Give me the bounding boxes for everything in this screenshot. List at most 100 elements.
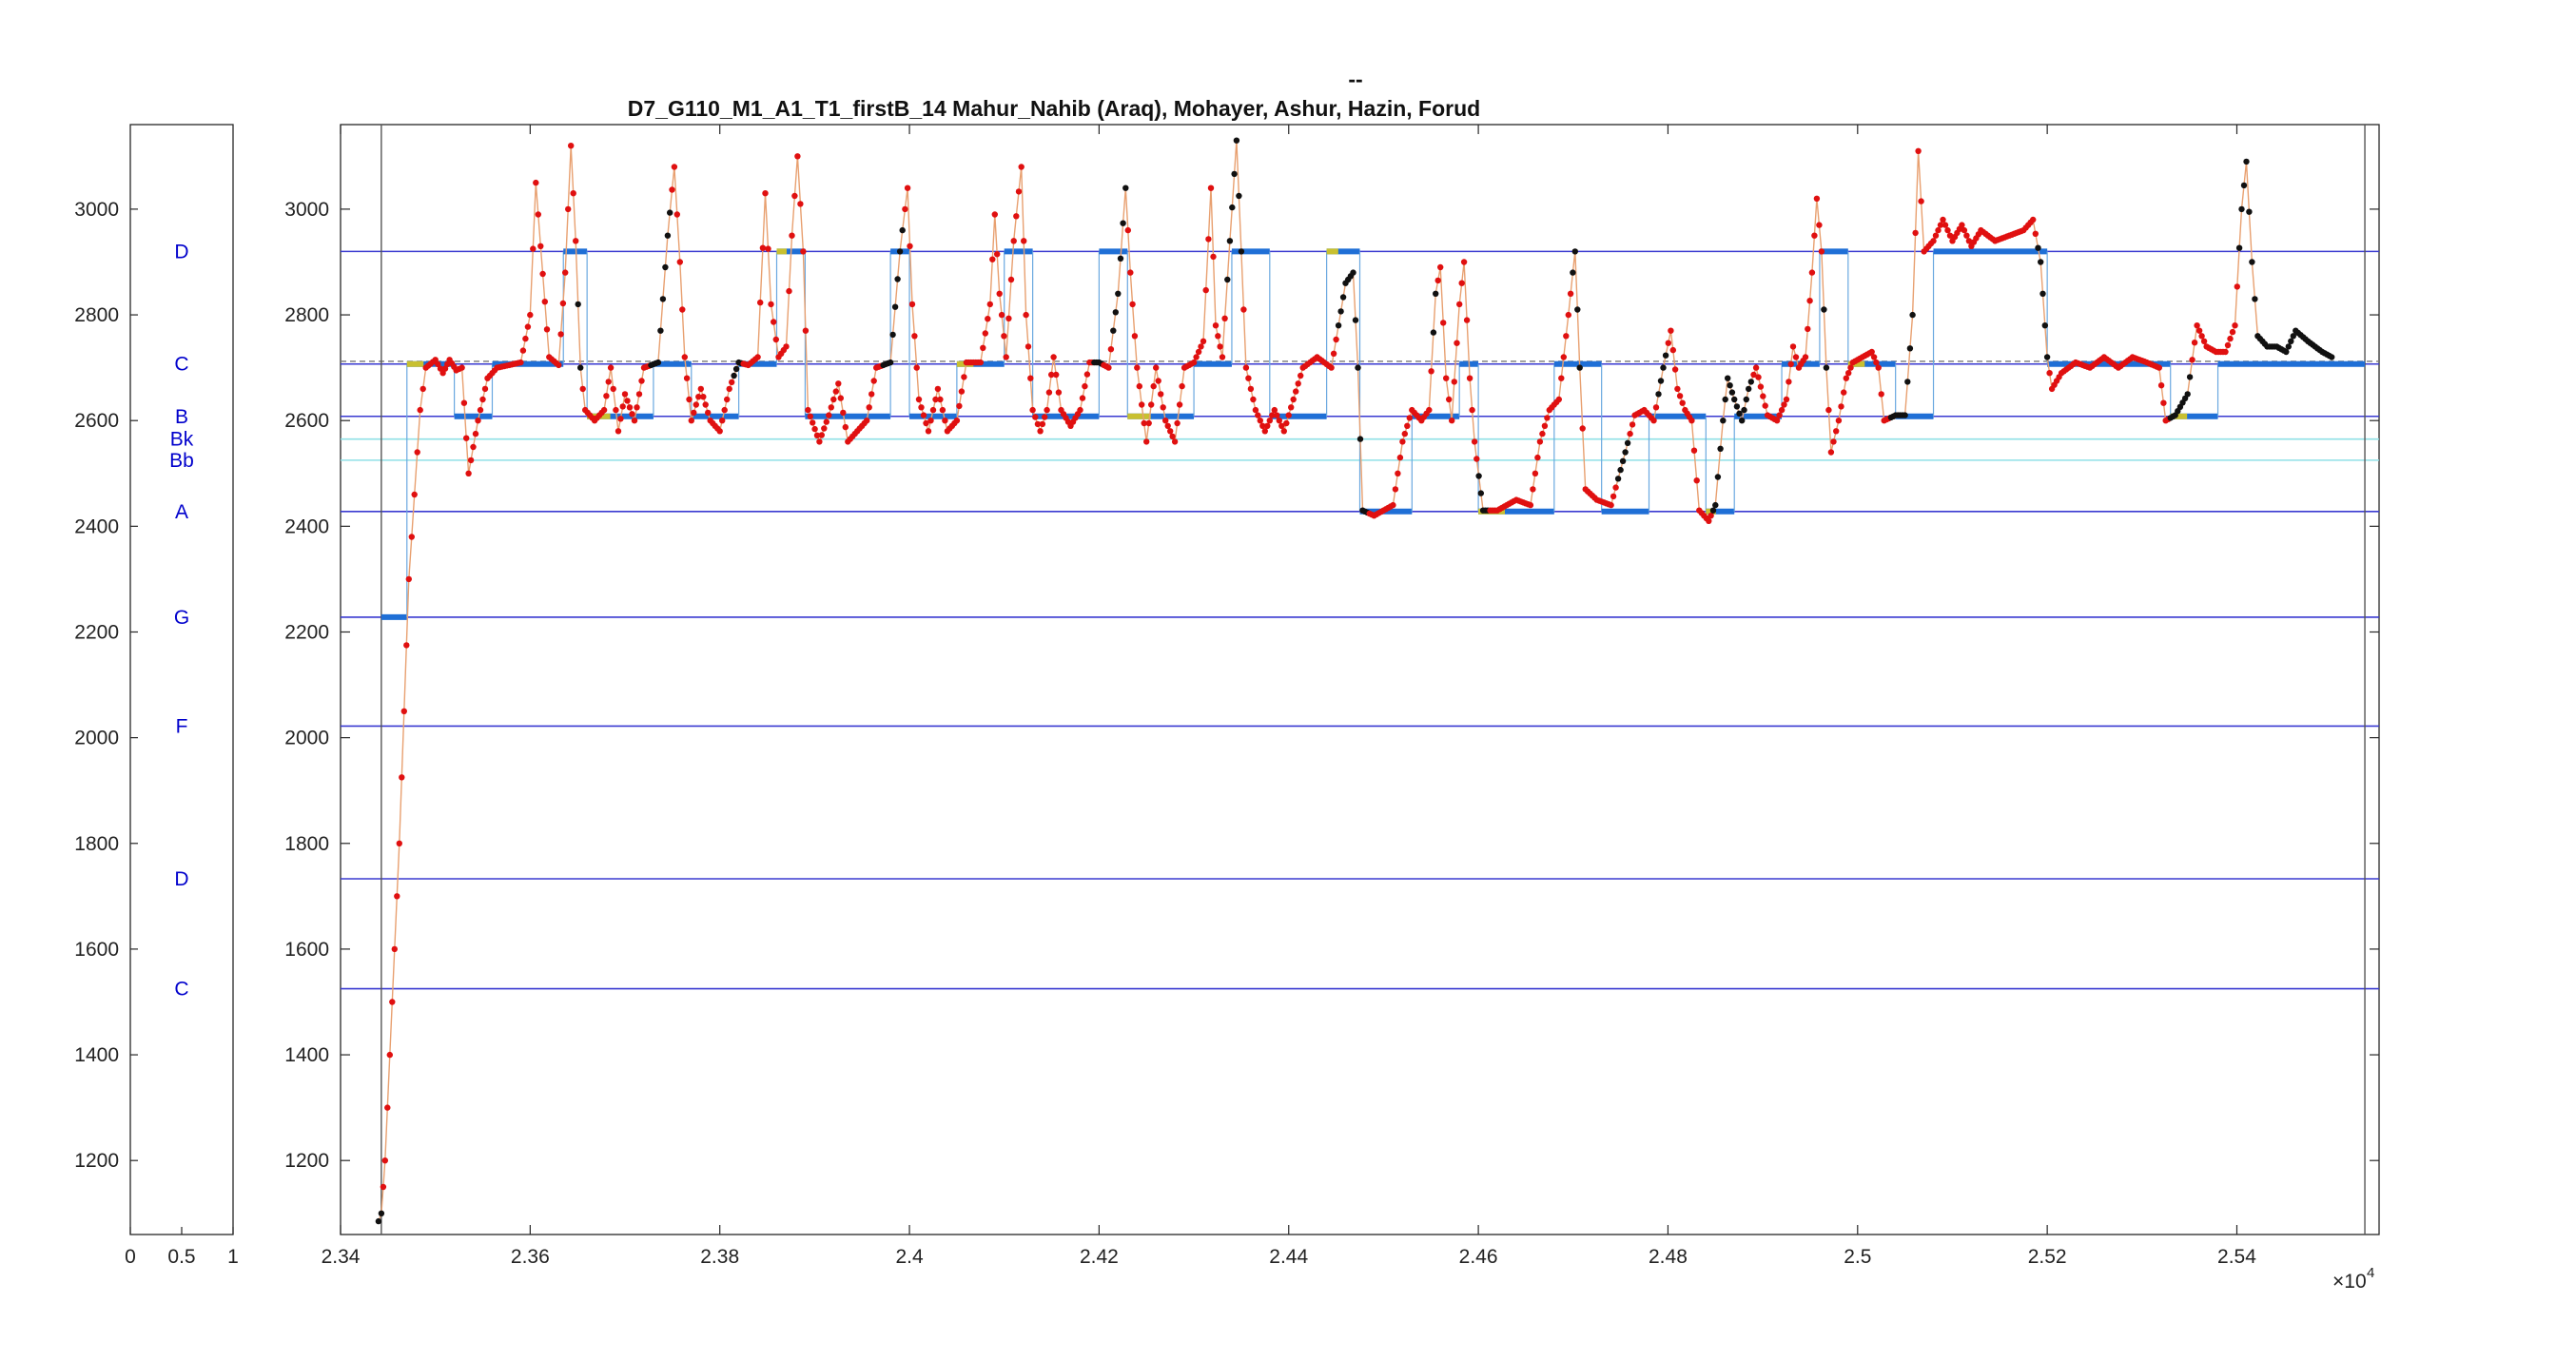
pitch-point — [1005, 315, 1012, 321]
pitch-point — [1868, 348, 1875, 356]
pitch-point — [920, 412, 927, 418]
pitch-point — [1145, 419, 1152, 427]
pitch-point — [2046, 370, 2053, 377]
pitch-point — [794, 153, 801, 160]
pitch-point — [1255, 412, 1261, 418]
pitch-point — [1454, 340, 1460, 346]
pitch-point — [1821, 306, 1827, 313]
pitch-point — [913, 364, 920, 371]
pitch-point — [460, 399, 468, 406]
x-tick-label: 2.36 — [511, 1246, 550, 1268]
pitch-point — [1350, 269, 1356, 276]
pitch-point — [1280, 428, 1288, 435]
pitch-point — [1136, 382, 1143, 390]
pitch-point — [472, 430, 479, 437]
pitch-point — [664, 232, 672, 239]
pitch-point — [2195, 327, 2203, 334]
pitch-points — [375, 137, 2335, 1225]
side-y-tick-label: 1800 — [74, 833, 119, 855]
pitch-point — [1164, 422, 1171, 429]
pitch-point — [1712, 501, 1719, 509]
pitch-point — [810, 419, 816, 426]
pitch-point — [1530, 486, 1536, 493]
quantized-steps — [381, 248, 2366, 620]
x-exponent-power: 4 — [2367, 1265, 2374, 1281]
pitch-point — [1174, 419, 1181, 427]
pitch-point — [1269, 412, 1276, 418]
pitch-point — [1293, 388, 1299, 395]
pitch-point — [1390, 501, 1396, 509]
pitch-point — [1942, 222, 1949, 228]
pitch-point — [638, 378, 645, 384]
pitch-point — [396, 840, 402, 846]
pitch-point — [721, 406, 728, 414]
pitch-point — [1202, 286, 1209, 294]
pitch-point — [1198, 343, 1204, 350]
x-tick-label: 2.5 — [1844, 1246, 1871, 1268]
pitch-point — [1010, 238, 1017, 244]
pitch-point — [1290, 396, 1297, 403]
pitch-point — [1158, 391, 1164, 398]
pitch-point — [1434, 277, 1441, 284]
pitch-point — [953, 418, 961, 424]
pitch-point — [802, 327, 810, 334]
pitch-point — [1139, 401, 1145, 408]
y-axis: 1200 1200 1400 1400 1600 1600 1800 1800 2000 2000… — [74, 199, 2379, 1172]
pitch-point — [1261, 428, 1269, 435]
pitch-point — [1124, 226, 1132, 234]
pitch-point — [1285, 412, 1292, 418]
pitch-point — [1247, 385, 1255, 393]
pitch-point — [1018, 164, 1025, 170]
pitch-point — [1827, 449, 1835, 456]
pitch-point — [1242, 364, 1250, 371]
side-x-tick-label: 0.5 — [167, 1246, 195, 1268]
pitch-point — [391, 945, 398, 953]
pitch-point — [911, 333, 918, 340]
note-label: D — [174, 868, 188, 890]
pitch-point — [2043, 354, 2051, 360]
pitch-point — [1210, 253, 1217, 261]
pitch-point — [607, 364, 615, 371]
pitch-point — [902, 205, 908, 213]
pitch-point — [1352, 317, 1359, 323]
pitch-point — [1396, 454, 1404, 461]
pitch-point — [1532, 470, 1539, 476]
pitch-point — [807, 413, 813, 419]
y-tick-label: 1400 — [284, 1044, 329, 1066]
pitch-point — [1714, 474, 1722, 480]
pitch-point — [465, 470, 472, 476]
pitch-point — [657, 327, 664, 334]
pitch-point — [1219, 354, 1226, 360]
pitch-point — [894, 276, 901, 282]
pitch-point — [837, 395, 844, 401]
pitch-point — [1355, 364, 1361, 371]
pitch-point — [1176, 401, 1183, 408]
pitch-point — [1021, 238, 1027, 244]
pitch-point — [925, 428, 932, 435]
pitch-point — [1212, 322, 1220, 329]
pitch-point — [1045, 389, 1053, 396]
pitch-point — [1619, 457, 1627, 464]
pitch-point — [1792, 354, 1800, 360]
pitch-point — [2243, 158, 2250, 165]
x-axis: 2.34 2.36 2.38 2.4 2.42 2.44 2.46 2.48 2.5 2.52 2.… — [322, 125, 2256, 1268]
pitch-point — [1475, 473, 1482, 479]
pitch-point — [842, 423, 849, 431]
pitch-point — [1399, 438, 1406, 445]
note-label: C — [174, 979, 188, 1001]
pitch-point — [375, 1217, 382, 1225]
pitch-point — [1527, 501, 1534, 509]
pitch-point — [1426, 406, 1433, 414]
side-y-tick-label: 1400 — [74, 1044, 119, 1066]
pitch-point — [1576, 364, 1583, 371]
pitch-point — [1847, 364, 1854, 371]
side-y-tick-label: 1600 — [74, 939, 119, 961]
pitch-point — [654, 359, 662, 366]
pitch-point — [899, 226, 906, 234]
pitch-point — [1818, 248, 1825, 255]
pitch-point — [887, 359, 894, 366]
pitch-point — [942, 418, 948, 424]
pitch-point — [1404, 422, 1411, 429]
pitch-point — [459, 364, 465, 371]
